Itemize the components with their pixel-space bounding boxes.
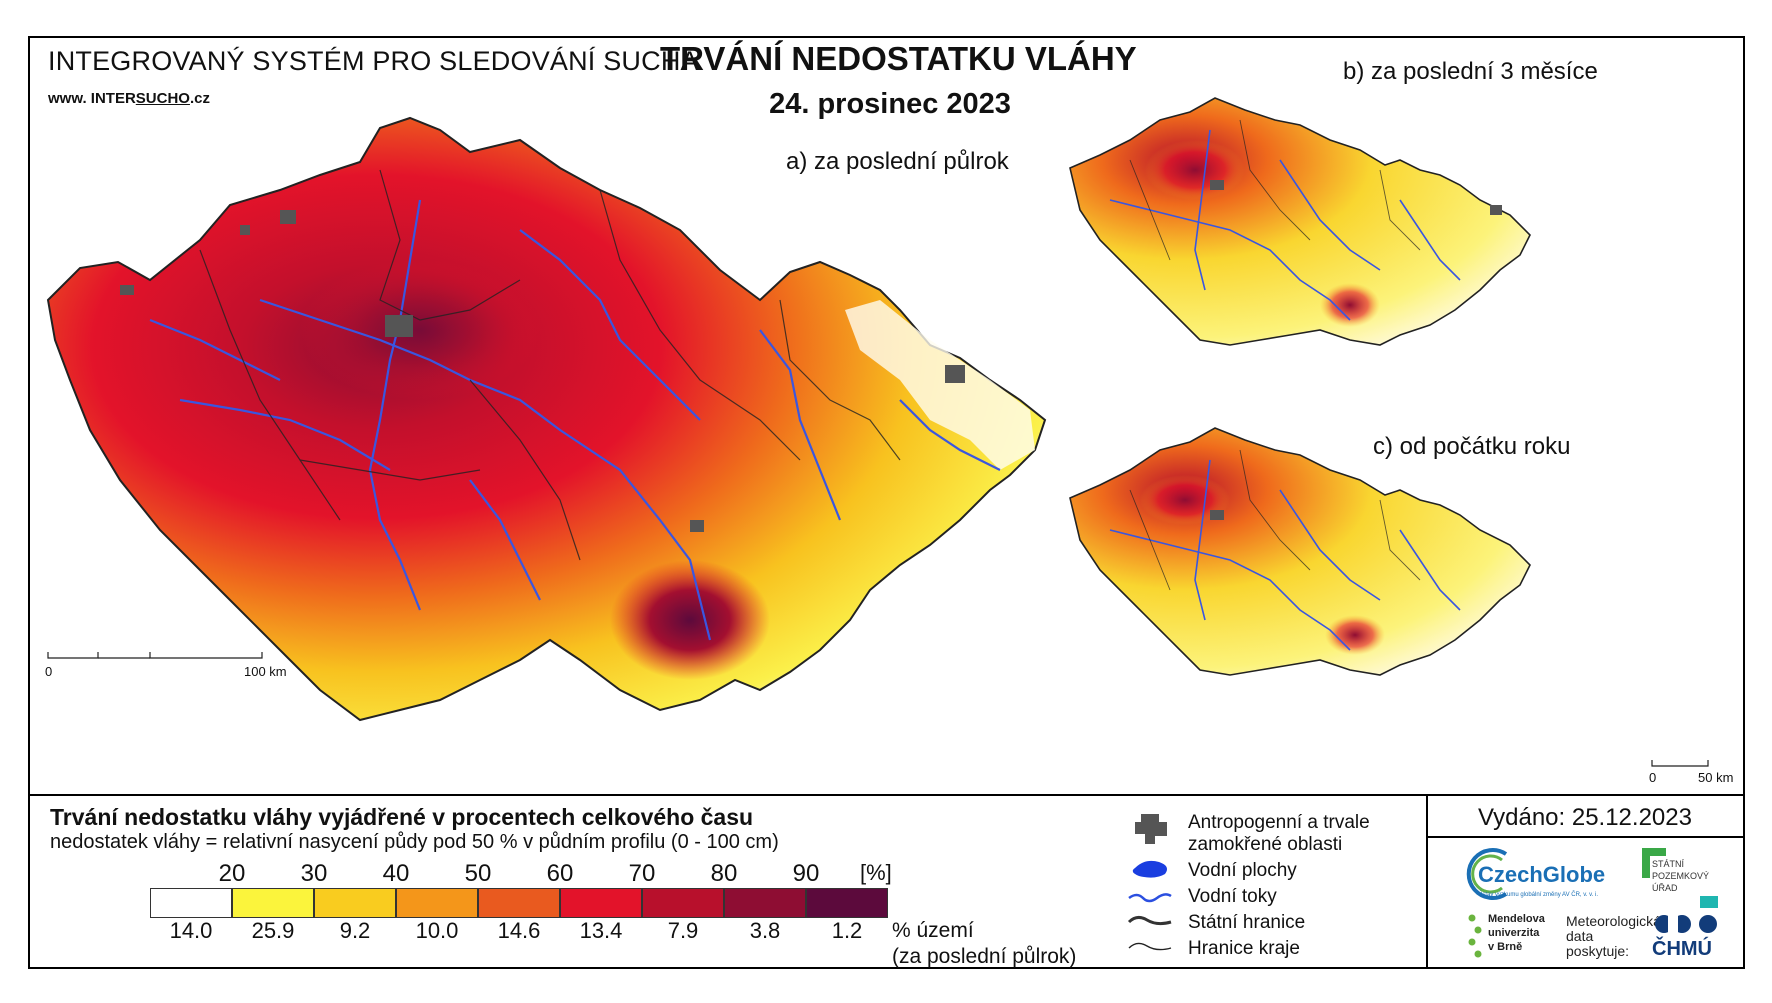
- legend-share: 14.6: [497, 918, 541, 943]
- legend-threshold: 80: [710, 860, 738, 887]
- czechglobe-subtitle: Ústav výzkumu globální změny AV ČR, v. v…: [1478, 892, 1599, 898]
- map-c-label: c) od počátku roku: [1373, 433, 1571, 460]
- scale-small-end: 50 km: [1698, 770, 1734, 785]
- system-title: INTEGROVANÝ SYSTÉM PRO SLEDOVÁNÍ SUCHA: [48, 46, 699, 76]
- state-border-icon: [1127, 915, 1172, 926]
- legend-share: 10.0: [415, 918, 459, 943]
- legend-threshold: 30: [300, 860, 328, 887]
- region-border-icon: [1128, 942, 1172, 951]
- urban-area-icon: [1135, 814, 1167, 844]
- chmu-logo-mark: [1655, 915, 1717, 933]
- map-b-three-months: [1069, 97, 1531, 346]
- map-date: 24. prosinec 2023: [769, 88, 1011, 120]
- footer-divider-vertical: [1426, 794, 1428, 969]
- map-a-label: a) za poslední půlrok: [786, 148, 1009, 175]
- legend-subtitle: nedostatek vláhy = relativní nasycení pů…: [50, 831, 779, 853]
- symbol-water-bodies-label: Vodní plochy: [1188, 860, 1297, 881]
- legend-threshold: 50: [464, 860, 492, 887]
- map-a-six-months: [46, 116, 1047, 722]
- legend-share: 13.4: [579, 918, 623, 943]
- legend-share: 25.9: [251, 918, 295, 943]
- legend-threshold: 60: [546, 860, 574, 887]
- river-icon: [1128, 893, 1172, 903]
- scale-main-zero: 0: [45, 664, 53, 679]
- legend-swatch: [478, 888, 560, 918]
- symbol-state-border-label: Státní hranice: [1188, 912, 1306, 933]
- legend-title: Trvání nedostatku vláhy vyjádřené v proc…: [50, 804, 754, 830]
- scale-small-zero: 0: [1649, 770, 1657, 785]
- legend-swatch: [724, 888, 806, 918]
- issued-date: Vydáno: 25.12.2023: [1478, 804, 1692, 831]
- legend-share: 1.2: [831, 918, 863, 943]
- legend-swatch: [232, 888, 314, 918]
- czechglobe-logo-mark: [1466, 848, 1508, 900]
- legend-share: 9.2: [339, 918, 371, 943]
- meteorological-data-label: Meteorologická data poskytuje:: [1566, 913, 1661, 959]
- main-title: TRVÁNÍ NEDOSTATKU VLÁHY: [660, 40, 1137, 77]
- legend-share: 7.9: [667, 918, 699, 943]
- legend-divider: [28, 794, 1745, 796]
- legend-threshold: 20: [218, 860, 246, 887]
- spu-logo-mark: [1642, 848, 1666, 878]
- legend-threshold: 90: [792, 860, 820, 887]
- chmu-logo: ČHMÚ: [1652, 938, 1712, 960]
- legend-swatch: [314, 888, 396, 918]
- legend-threshold: 40: [382, 860, 410, 887]
- symbol-region-border-label: Hranice kraje: [1188, 938, 1300, 959]
- footer-divider-horizontal: [1426, 836, 1745, 838]
- mendel-logo-dots: [1468, 914, 1482, 958]
- spu-logo-accent: [1700, 896, 1718, 908]
- legend-share: 14.0: [169, 918, 213, 943]
- legend-threshold: 70: [628, 860, 656, 887]
- symbol-icons: [1127, 814, 1172, 951]
- legend-swatch: [642, 888, 724, 918]
- water-body-icon: [1132, 860, 1167, 878]
- legend-swatch: [806, 888, 888, 918]
- symbol-anthropogenic-label: Antropogenní a trvale zamokřené oblasti: [1188, 812, 1370, 855]
- symbol-rivers-label: Vodní toky: [1188, 886, 1277, 907]
- legend-unit: [%]: [860, 860, 892, 885]
- map-c-since-year-start: [1069, 427, 1709, 767]
- spu-logo: STÁTNÍ POZEMKOVÝ ÚŘAD: [1652, 859, 1710, 893]
- map-b-label: b) za poslední 3 měsíce: [1343, 58, 1598, 85]
- legend-swatch: [150, 888, 232, 918]
- czechglobe-logo: CzechGlobe: [1478, 862, 1606, 887]
- legend-area-label: % území (za poslední půlrok): [892, 919, 1077, 968]
- website-link[interactable]: www. INTERSUCHO.cz: [48, 90, 210, 107]
- legend-share: 3.8: [749, 918, 781, 943]
- legend-swatch: [560, 888, 642, 918]
- mendel-university-logo: Mendelova univerzita v Brně: [1488, 913, 1545, 953]
- legend-swatch: [396, 888, 478, 918]
- scale-main-end: 100 km: [244, 664, 287, 679]
